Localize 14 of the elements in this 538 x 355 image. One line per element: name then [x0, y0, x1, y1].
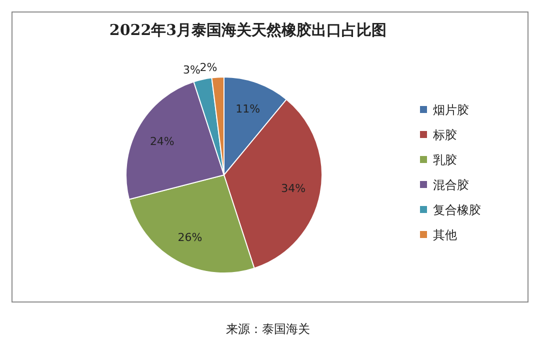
- legend-label: 乳胶: [433, 153, 457, 167]
- legend-label: 标胶: [432, 128, 457, 142]
- legend-label: 复合橡胶: [433, 203, 481, 217]
- legend-label: 其他: [433, 228, 457, 242]
- data-label: 24%: [150, 135, 174, 148]
- legend-label: 混合胶: [433, 178, 469, 192]
- chart-title: 2022年3月泰国海关天然橡胶出口占比图: [109, 21, 387, 39]
- source-note: 来源：泰国海关: [226, 322, 310, 336]
- data-label: 11%: [236, 102, 260, 116]
- legend-label: 烟片胶: [433, 103, 469, 117]
- data-label: 34%: [281, 182, 306, 196]
- data-label: 2%: [200, 61, 218, 74]
- data-label: 26%: [178, 230, 202, 244]
- data-label: 3%: [182, 64, 200, 77]
